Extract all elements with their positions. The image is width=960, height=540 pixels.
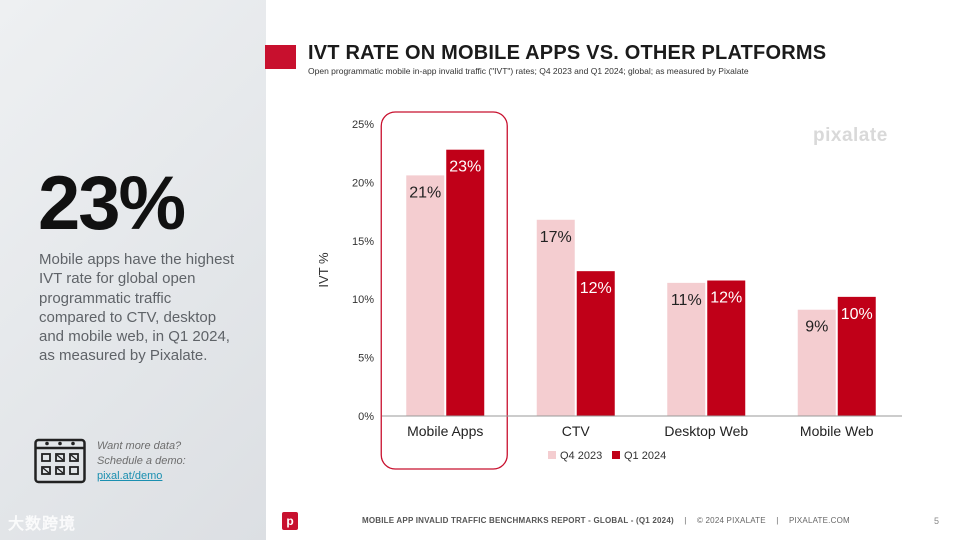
x-category-label: Mobile Web bbox=[800, 423, 874, 439]
bar-q4-2023 bbox=[406, 175, 445, 416]
demo-callout: Want more data? Schedule a demo: pixal.a… bbox=[97, 439, 186, 484]
highlight-frame bbox=[380, 111, 508, 470]
x-category-label: Mobile Apps bbox=[407, 423, 483, 439]
bar-value-label: 11% bbox=[671, 292, 702, 309]
x-category-label: Desktop Web bbox=[664, 423, 748, 439]
y-tick-label: 25% bbox=[352, 119, 374, 131]
title-accent-square bbox=[265, 45, 296, 69]
pixalate-watermark-logo: pixalate bbox=[813, 125, 888, 146]
bar-q1-2024 bbox=[576, 271, 615, 416]
bar-q1-2024 bbox=[837, 296, 876, 416]
pixalate-footer-logo: p bbox=[282, 512, 298, 530]
page-subtitle: Open programmatic mobile in-app invalid … bbox=[308, 66, 749, 76]
bar-q4-2023 bbox=[667, 282, 706, 416]
bar-value-label: 21% bbox=[409, 184, 441, 201]
y-tick-label: 10% bbox=[352, 294, 374, 306]
bar-value-label: 17% bbox=[540, 229, 572, 246]
footer-report-title: MOBILE APP INVALID TRAFFIC BENCHMARKS RE… bbox=[362, 516, 674, 525]
legend-swatch bbox=[548, 451, 556, 459]
bar-value-label: 9% bbox=[805, 319, 828, 336]
bar-q4-2023 bbox=[536, 219, 575, 416]
bar-q1-2024 bbox=[707, 280, 746, 416]
ivt-bar-chart: 0% 5% 10% 15% 20% 25% IVT % 21% 23% Mobile Apps 17… bbox=[316, 111, 902, 470]
legend-entry: Q4 2023 bbox=[560, 450, 602, 462]
bar-value-label: 12% bbox=[580, 280, 612, 297]
y-tick-label: 20% bbox=[352, 177, 374, 189]
footer-copyright: © 2024 PIXALATE bbox=[697, 516, 766, 525]
legend-swatch bbox=[612, 451, 620, 459]
page-number: 5 bbox=[934, 516, 940, 526]
headline-stat: 23% bbox=[38, 161, 186, 246]
footer-site: PIXALATE.COM bbox=[788, 516, 850, 525]
bar-q1-2024 bbox=[446, 149, 485, 417]
calendar-icon bbox=[34, 438, 86, 484]
footer-text: MOBILE APP INVALID TRAFFIC BENCHMARKS RE… bbox=[362, 516, 850, 525]
demo-link[interactable]: pixal.at/demo bbox=[97, 470, 163, 482]
y-tick-label: 0% bbox=[358, 411, 374, 423]
bar-q4-2023 bbox=[797, 309, 836, 416]
site-watermark: 大数跨境 bbox=[8, 516, 77, 533]
bar-value-label: 12% bbox=[710, 290, 742, 307]
y-axis-label: IVT % bbox=[316, 252, 331, 288]
left-panel: 23% Mobile apps have the highest IVT rat… bbox=[0, 0, 266, 540]
x-category-label: CTV bbox=[562, 423, 591, 439]
bar-value-label: 10% bbox=[841, 306, 873, 323]
page-title: IVT RATE ON MOBILE APPS VS. OTHER PLATFO… bbox=[308, 42, 827, 64]
y-tick-label: 15% bbox=[352, 236, 374, 248]
demo-line-2: Schedule a demo: bbox=[97, 455, 186, 467]
legend-entry: Q1 2024 bbox=[624, 450, 666, 462]
stat-description: Mobile apps have the highest IVT rate fo… bbox=[39, 251, 235, 365]
demo-line-1: Want more data? bbox=[97, 440, 182, 452]
bar-value-label: 23% bbox=[449, 159, 481, 176]
y-tick-label: 5% bbox=[358, 353, 374, 365]
